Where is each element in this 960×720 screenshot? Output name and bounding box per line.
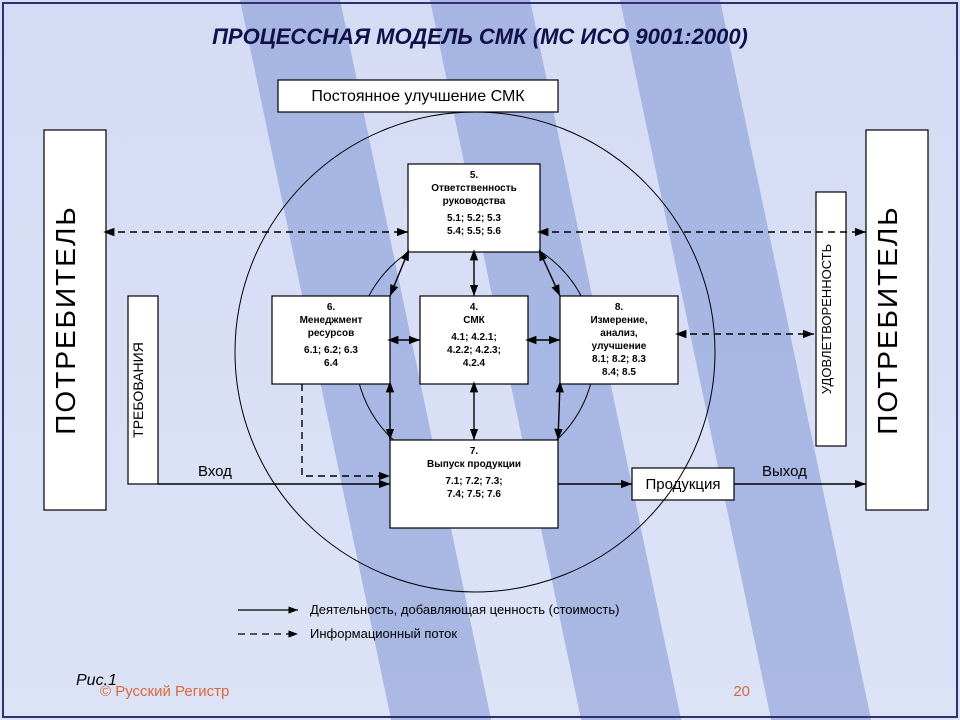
- svg-text:Менеджмент: Менеджмент: [300, 315, 363, 326]
- svg-text:5.4; 5.5; 5.6: 5.4; 5.5; 5.6: [447, 226, 501, 237]
- svg-text:ПОТРЕБИТЕЛЬ: ПОТРЕБИТЕЛЬ: [872, 205, 903, 434]
- svg-text:УДОВЛЕТВОРЕННОСТЬ: УДОВЛЕТВОРЕННОСТЬ: [819, 244, 834, 394]
- legend-item: Информационный поток: [310, 626, 457, 641]
- svg-text:Измерение,: Измерение,: [590, 315, 647, 326]
- svg-text:4.: 4.: [470, 302, 479, 313]
- svg-text:Продукция: Продукция: [645, 476, 720, 493]
- svg-text:Выпуск продукции: Выпуск продукции: [427, 459, 521, 470]
- svg-text:7.4; 7.5; 7.6: 7.4; 7.5; 7.6: [447, 489, 501, 500]
- svg-text:8.4; 8.5: 8.4; 8.5: [602, 367, 636, 378]
- svg-text:ресурсов: ресурсов: [308, 328, 354, 339]
- svg-text:Вход: Вход: [198, 463, 232, 480]
- svg-text:ПОТРЕБИТЕЛЬ: ПОТРЕБИТЕЛЬ: [50, 205, 81, 434]
- svg-text:4.1; 4.2.1;: 4.1; 4.2.1;: [451, 332, 497, 343]
- footer-copyright: © Русский Регистр: [100, 683, 229, 700]
- svg-text:6.4: 6.4: [324, 358, 338, 369]
- svg-text:Постоянное улучшение СМК: Постоянное улучшение СМК: [311, 88, 525, 105]
- footer-page-number: 20: [733, 683, 750, 700]
- svg-text:7.: 7.: [470, 446, 479, 457]
- svg-text:4.2.4: 4.2.4: [463, 358, 486, 369]
- svg-text:Выход: Выход: [762, 463, 807, 480]
- svg-text:анализ,: анализ,: [600, 328, 638, 339]
- svg-text:7.1; 7.2; 7.3;: 7.1; 7.2; 7.3;: [445, 476, 502, 487]
- legend-item: Деятельность, добавляющая ценность (стои…: [310, 602, 619, 617]
- svg-text:улучшение: улучшение: [592, 341, 647, 352]
- svg-text:4.2.2; 4.2.3;: 4.2.2; 4.2.3;: [447, 345, 501, 356]
- svg-text:8.: 8.: [615, 302, 624, 313]
- svg-text:6.: 6.: [327, 302, 336, 313]
- svg-text:5.: 5.: [470, 170, 479, 181]
- svg-text:ТРЕБОВАНИЯ: ТРЕБОВАНИЯ: [130, 342, 146, 438]
- svg-text:8.1; 8.2; 8.3: 8.1; 8.2; 8.3: [592, 354, 646, 365]
- svg-text:СМК: СМК: [463, 315, 485, 326]
- svg-text:руководства: руководства: [443, 196, 506, 207]
- svg-text:5.1; 5.2; 5.3: 5.1; 5.2; 5.3: [447, 213, 501, 224]
- svg-text:Ответственность: Ответственность: [431, 183, 517, 194]
- svg-text:6.1; 6.2; 6.3: 6.1; 6.2; 6.3: [304, 345, 358, 356]
